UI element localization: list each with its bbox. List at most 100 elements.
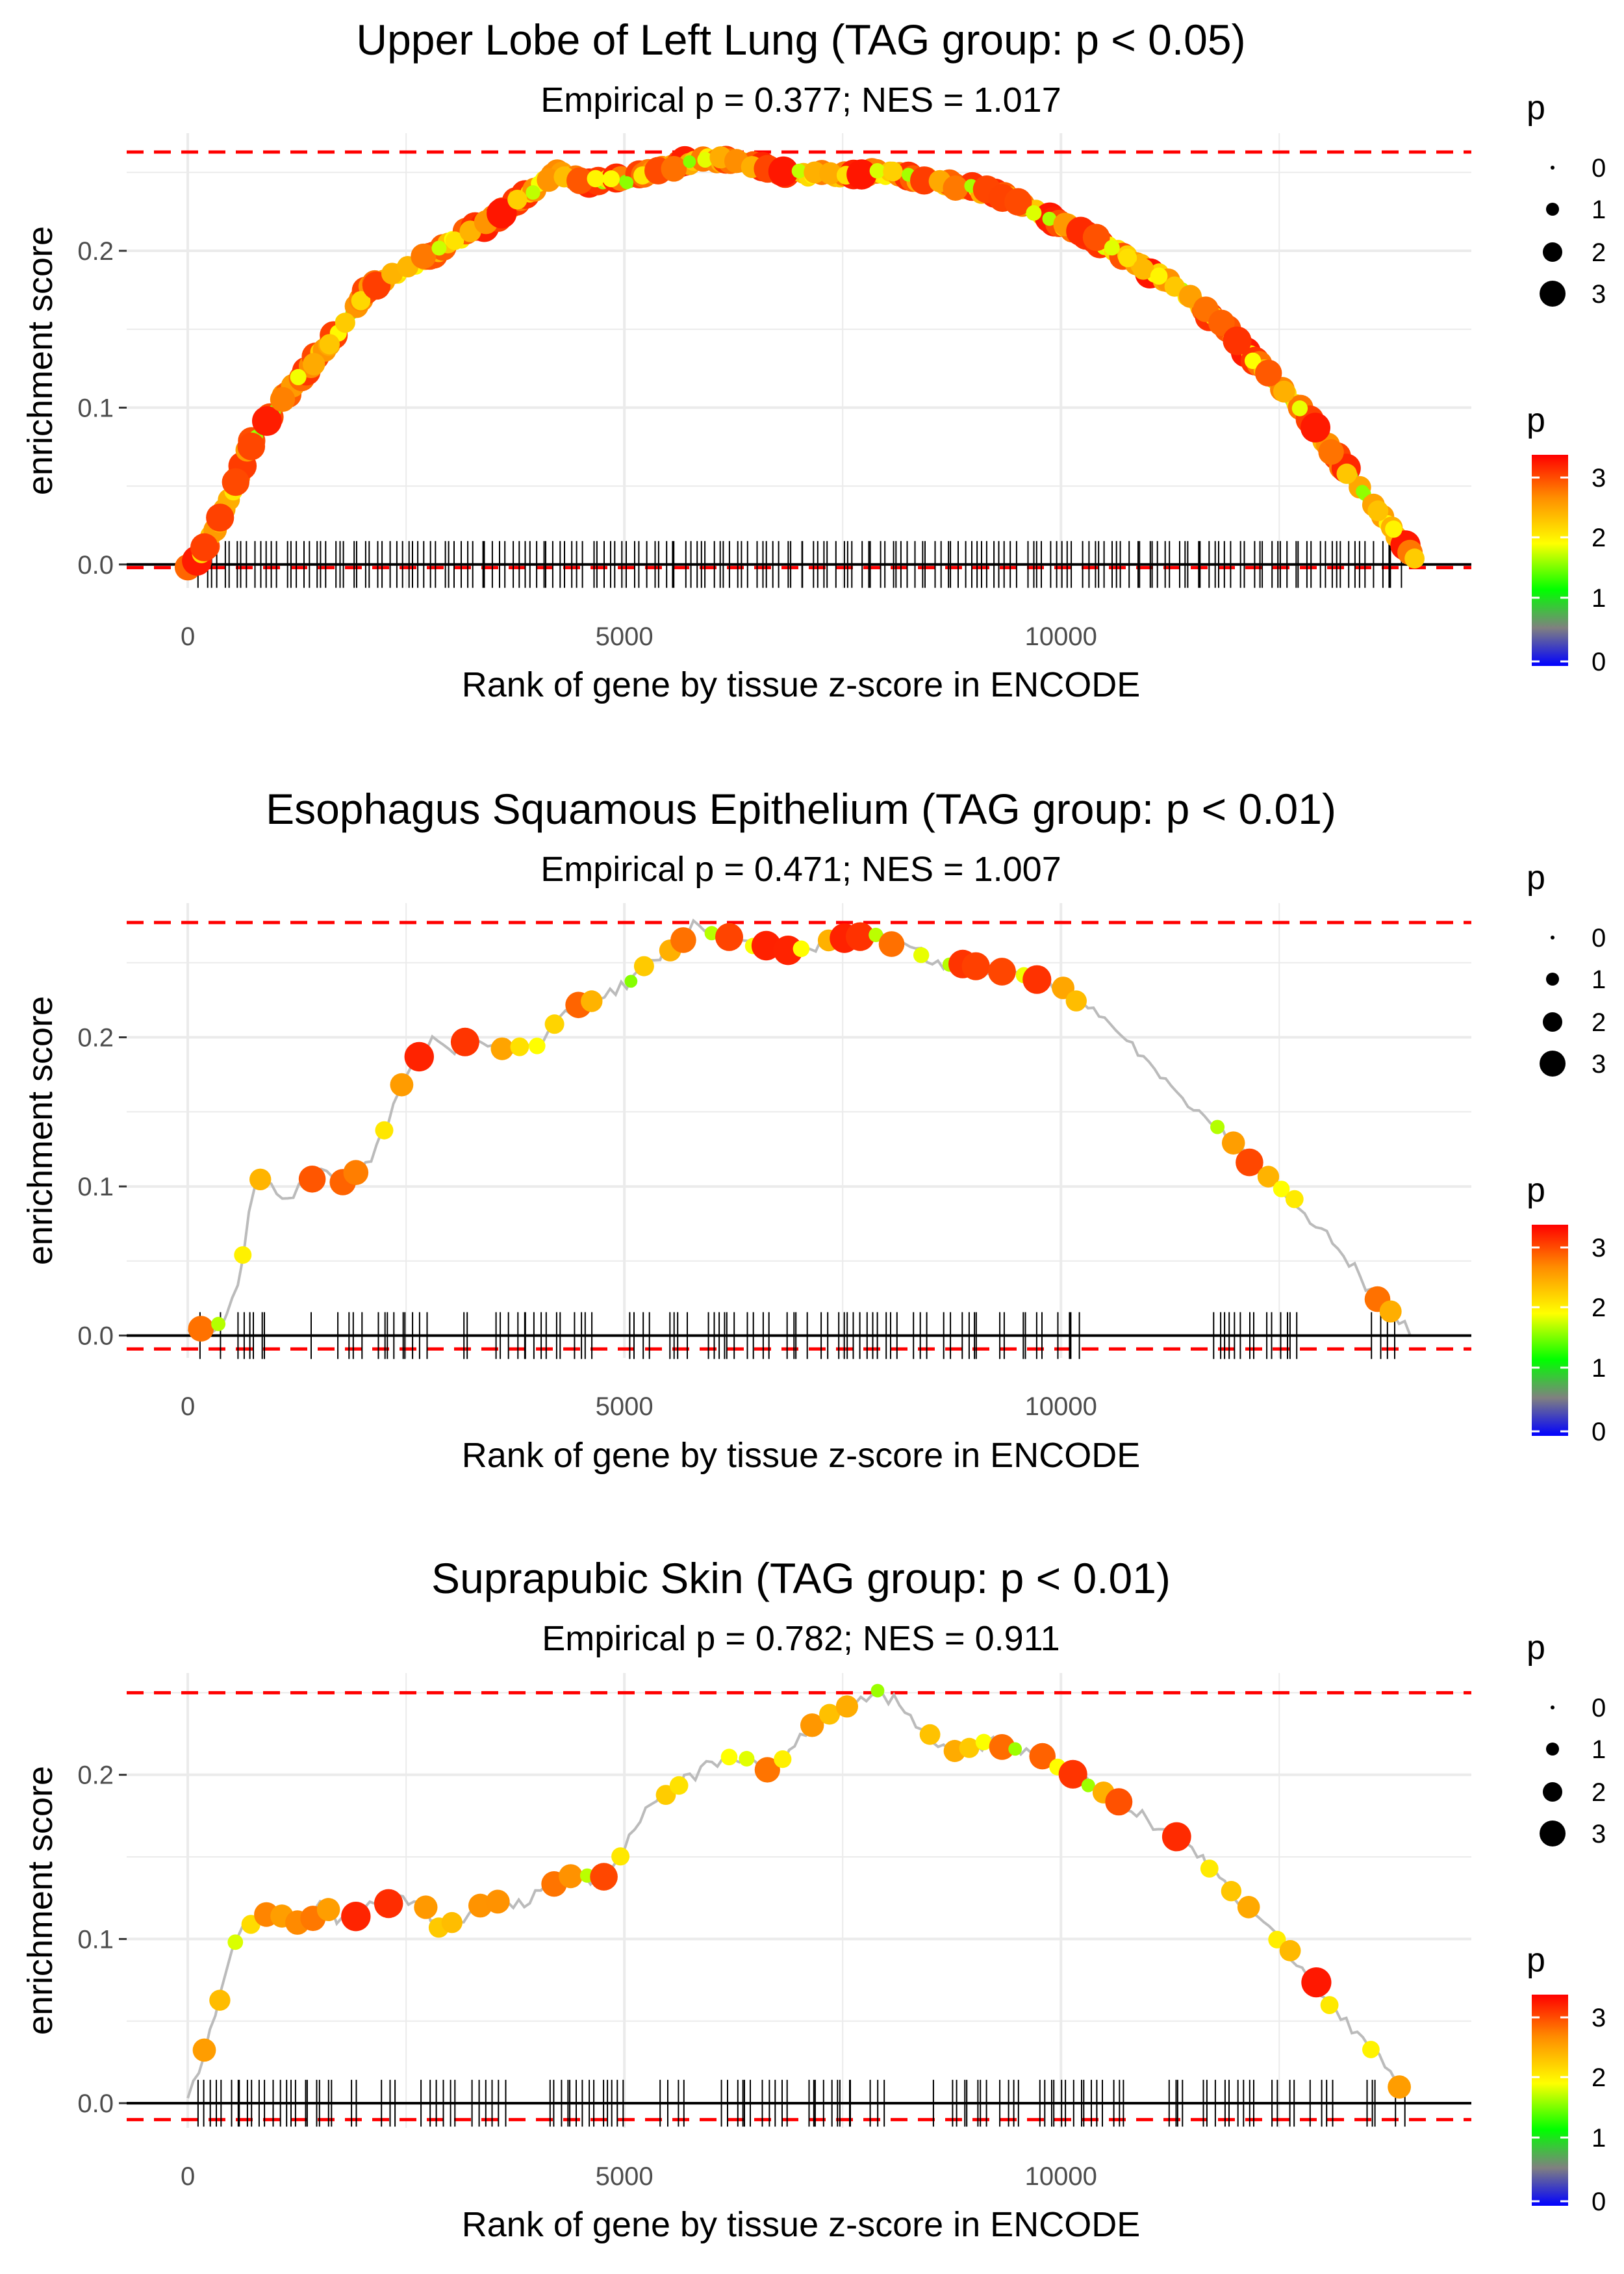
gene-point [227, 1934, 244, 1950]
gene-point [1257, 1166, 1280, 1188]
gene-point [566, 167, 594, 194]
gene-point [1244, 352, 1262, 369]
gene-point [1223, 326, 1252, 355]
gene-point [1404, 548, 1425, 569]
gene-point [988, 958, 1016, 986]
gene-point [1273, 1181, 1290, 1197]
gene-point [192, 2038, 216, 2062]
gene-point [1320, 1996, 1339, 2015]
gene-point [961, 952, 990, 980]
size-legend: p 0 1 2 3 [1527, 1629, 1606, 1848]
gene-point [298, 1166, 326, 1193]
x-tick-label: 0 [181, 2162, 195, 2191]
size-legend-dot [1546, 203, 1559, 216]
size-legend-label: 1 [1592, 1735, 1606, 1764]
gene-point [1210, 1119, 1225, 1134]
gene-point [883, 161, 903, 182]
color-legend-label: 2 [1592, 1294, 1606, 1322]
gene-point [237, 432, 266, 461]
gene-point [1161, 1822, 1191, 1852]
size-legend-title: p [1527, 89, 1545, 127]
gene-point [1026, 205, 1042, 221]
gene-point [390, 1073, 414, 1097]
gene-point [1318, 439, 1344, 465]
gene-point [1379, 1300, 1402, 1323]
colorbar [1532, 1225, 1568, 1436]
x-tick-label: 5000 [596, 2162, 653, 2191]
plot-area: 0 5000 10000 0.0 0.1 0.2 [77, 133, 1471, 651]
y-axis-label: enrichment score [21, 996, 60, 1265]
gene-point [316, 1898, 340, 1921]
gene-point [1291, 400, 1308, 416]
gene-point [341, 1902, 371, 1932]
gene-point [529, 1038, 546, 1054]
gene-point [1237, 1896, 1260, 1919]
gene-point [1008, 1742, 1022, 1756]
size-legend-dot [1551, 936, 1554, 939]
color-legend-label: 2 [1592, 2063, 1606, 2092]
size-legend-dot [1543, 1012, 1562, 1032]
y-tick-label: 0.0 [77, 2089, 114, 2118]
gene-point [1362, 2041, 1380, 2058]
y-tick-label: 0.0 [77, 1322, 114, 1351]
size-legend-dot [1546, 1743, 1559, 1756]
running-sum-line [187, 918, 1412, 1336]
y-axis-label: enrichment score [21, 226, 60, 495]
size-legend-label: 1 [1592, 196, 1606, 224]
gene-point [374, 1889, 403, 1919]
gene-point [335, 313, 355, 333]
panel-subtitle: Empirical p = 0.471; NES = 1.007 [540, 850, 1061, 889]
size-legend-dot [1540, 1051, 1566, 1077]
gene-point [624, 975, 638, 988]
gene-point [869, 163, 885, 179]
size-legend-dot [1543, 242, 1562, 262]
gene-point [602, 170, 620, 188]
x-tick-label: 5000 [596, 622, 653, 651]
gene-point [943, 175, 969, 201]
gene-point [919, 1724, 941, 1745]
size-legend: p 0 1 2 3 [1527, 89, 1606, 309]
gene-point [768, 156, 798, 186]
y-tick-label: 0.2 [77, 1761, 114, 1790]
gene-point [587, 170, 605, 188]
gene-point [620, 176, 634, 190]
color-legend-title: p [1527, 402, 1545, 439]
panel-esophagus-squamous-epithelium: Esophagus Squamous Epithelium (TAG group… [21, 785, 1606, 1475]
gene-point [878, 931, 905, 957]
size-legend-dot [1551, 1706, 1554, 1709]
color-legend-label: 3 [1592, 2004, 1606, 2032]
gene-point [510, 1037, 529, 1056]
gene-point [846, 159, 877, 190]
color-legend-label: 3 [1592, 1234, 1606, 1262]
gene-point [544, 1014, 565, 1034]
gene-point [1356, 485, 1369, 498]
panel-subtitle: Empirical p = 0.377; NES = 1.017 [540, 81, 1061, 120]
gene-point [559, 1864, 583, 1889]
y-tick-label: 0.2 [77, 1024, 114, 1053]
gene-point [507, 190, 527, 210]
gene-point [485, 1889, 510, 1914]
gene-point [1301, 1967, 1332, 1998]
gene-point [720, 1748, 738, 1766]
color-legend-label: 1 [1592, 2124, 1606, 2153]
gene-point [835, 1695, 858, 1718]
panel-title: Upper Lobe of Left Lung (TAG group: p < … [356, 16, 1245, 64]
size-legend-label: 2 [1592, 238, 1606, 267]
plot-area: 0 5000 10000 0.0 0.1 0.2 [77, 1673, 1471, 2191]
gene-point [661, 155, 687, 182]
gene-point [869, 927, 883, 943]
gene-point [526, 185, 540, 200]
gene-point [209, 1989, 231, 2011]
color-legend: p 0 1 2 3 [1527, 1941, 1606, 2216]
y-tick-label: 0.1 [77, 1173, 114, 1201]
y-tick-label: 0.1 [77, 1925, 114, 1954]
gene-point [431, 240, 447, 256]
gene-point [1208, 309, 1235, 337]
gene-point [1388, 2075, 1412, 2099]
gene-point [445, 231, 464, 250]
gene-point [190, 533, 219, 562]
size-legend-title: p [1527, 1629, 1545, 1667]
x-tick-label: 0 [181, 622, 195, 651]
gene-point [1082, 224, 1110, 251]
